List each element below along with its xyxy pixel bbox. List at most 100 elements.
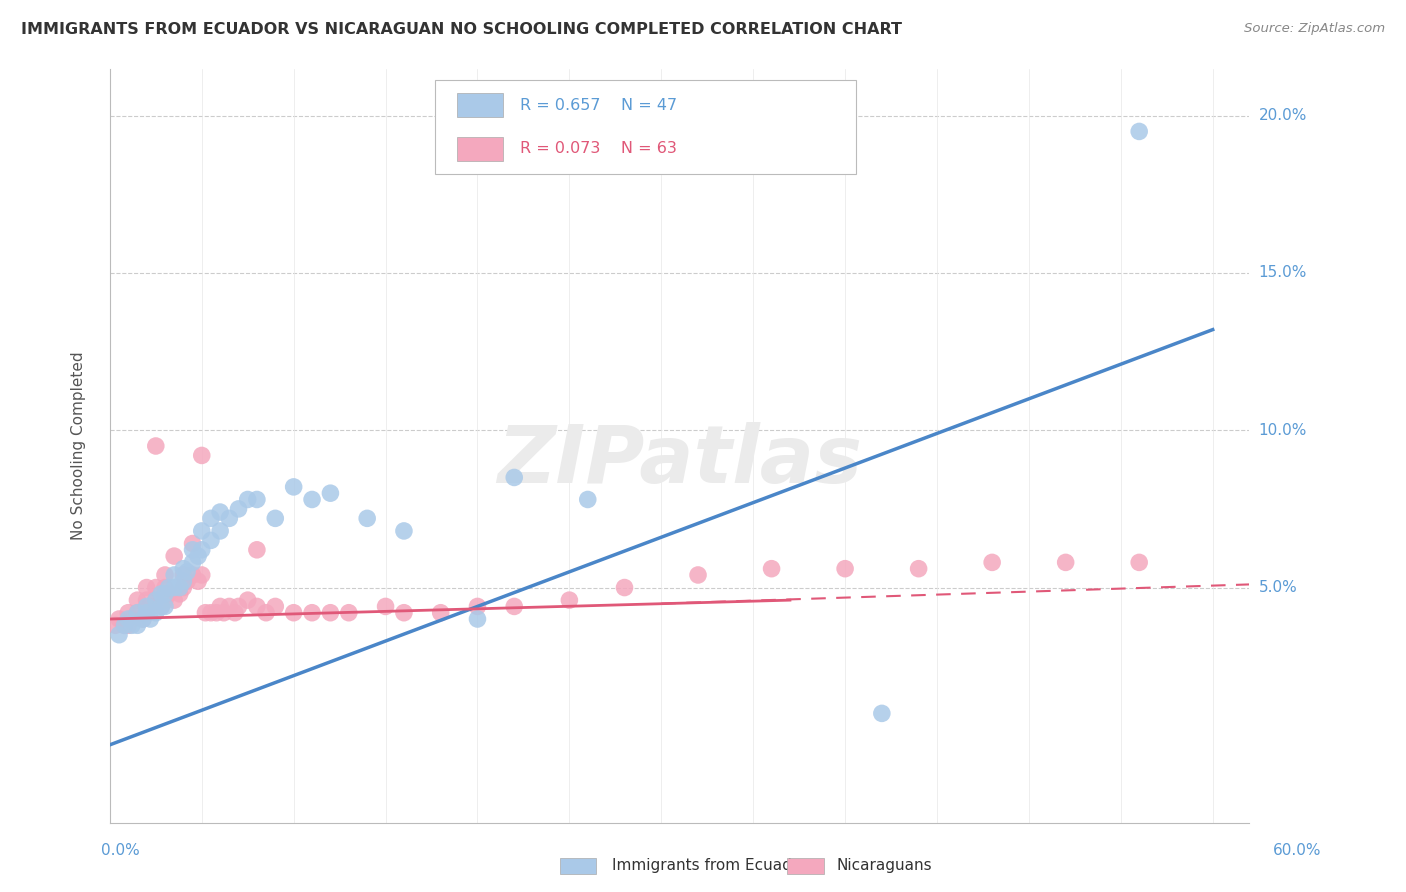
Point [558,593,581,607]
Text: R = 0.657    N = 47: R = 0.657 N = 47 [520,98,678,112]
Point [190,449,212,463]
Point [135,599,157,614]
Point [127,618,149,632]
Point [108,628,131,642]
Text: Nicaraguans: Nicaraguans [837,858,932,872]
Text: Immigrants from Ecuador: Immigrants from Ecuador [612,858,807,872]
Point [145,593,167,607]
Point [392,606,415,620]
Point [135,606,157,620]
Point [145,439,167,453]
Point [209,524,232,538]
Point [283,606,305,620]
Point [176,574,198,589]
Point [150,599,173,614]
Text: IMMIGRANTS FROM ECUADOR VS NICARAGUAN NO SCHOOLING COMPLETED CORRELATION CHART: IMMIGRANTS FROM ECUADOR VS NICARAGUAN NO… [21,22,903,37]
Point [163,568,186,582]
Point [429,606,451,620]
Point [224,606,246,620]
Point [135,606,157,620]
Point [139,612,162,626]
Point [1128,124,1150,138]
Point [145,606,167,620]
Point [132,612,155,626]
Point [246,599,269,614]
Point [172,562,194,576]
Point [319,606,342,620]
Point [209,505,232,519]
Point [127,606,149,620]
FancyBboxPatch shape [434,80,856,174]
Point [301,606,323,620]
Point [301,492,323,507]
Point [132,612,155,626]
Point [153,593,176,607]
Point [187,574,209,589]
Point [157,581,180,595]
Point [114,618,136,632]
Point [153,568,176,582]
Point [169,581,191,595]
Point [163,593,186,607]
Point [236,492,259,507]
Point [218,599,240,614]
Point [135,581,157,595]
Point [907,562,929,576]
Point [576,492,599,507]
FancyBboxPatch shape [457,94,503,117]
Point [374,599,396,614]
Point [114,618,136,632]
Point [181,568,204,582]
Point [117,606,139,620]
Point [145,581,167,595]
Text: 0.0%: 0.0% [101,843,141,858]
Point [181,542,204,557]
Point [228,502,250,516]
Point [157,587,180,601]
Point [181,536,204,550]
Point [104,618,127,632]
Point [127,593,149,607]
Text: 20.0%: 20.0% [1258,108,1308,123]
Point [228,599,250,614]
Text: 10.0%: 10.0% [1258,423,1308,438]
Text: 5.0%: 5.0% [1258,580,1298,595]
Point [172,581,194,595]
Y-axis label: No Schooling Completed: No Schooling Completed [72,351,86,541]
Point [153,581,176,595]
Point [218,511,240,525]
Point [194,606,217,620]
Point [337,606,360,620]
Point [834,562,856,576]
Point [176,565,198,579]
Point [503,470,526,484]
Point [246,492,269,507]
Text: Source: ZipAtlas.com: Source: ZipAtlas.com [1244,22,1385,36]
Point [127,606,149,620]
Point [169,587,191,601]
Point [190,542,212,557]
Point [190,524,212,538]
Point [205,606,228,620]
Text: 60.0%: 60.0% [1274,843,1322,858]
Point [200,606,222,620]
Point [181,555,204,569]
Point [1054,555,1077,569]
Point [172,574,194,589]
Point [264,599,287,614]
Point [254,606,277,620]
Point [153,599,176,614]
Point [212,606,235,620]
Text: R = 0.073    N = 63: R = 0.073 N = 63 [520,141,678,156]
Point [150,587,173,601]
Point [121,618,143,632]
Point [139,599,162,614]
Point [1128,555,1150,569]
Point [283,480,305,494]
Point [145,593,167,607]
Point [163,549,186,563]
Point [150,599,173,614]
Point [153,587,176,601]
Point [613,581,636,595]
Point [190,568,212,582]
